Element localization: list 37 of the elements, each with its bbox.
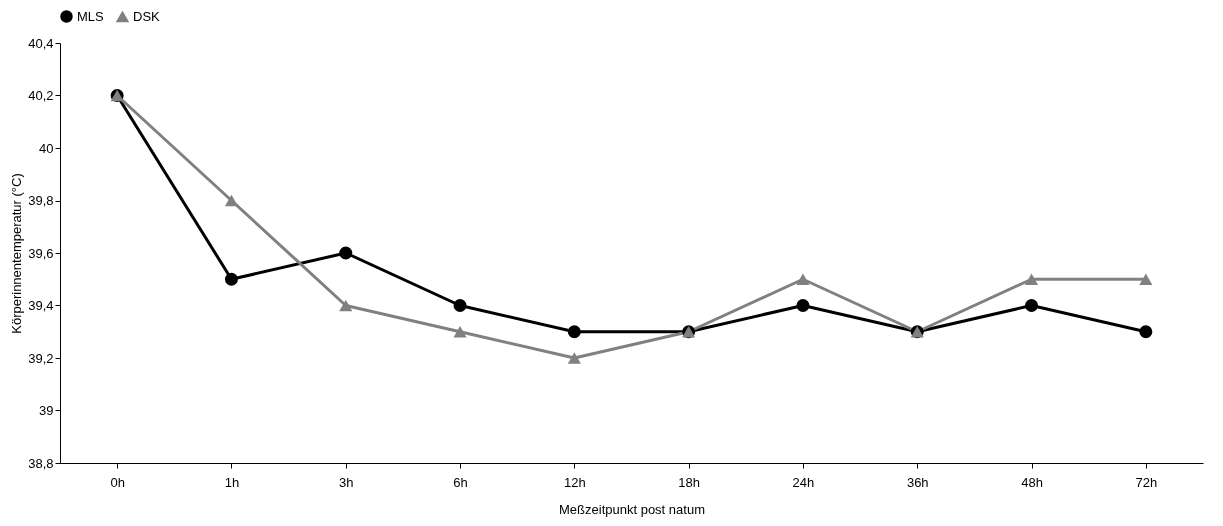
point [1025,298,1039,313]
point [567,325,581,339]
point [1025,273,1039,285]
x-tick-label: 3h [339,474,354,490]
x-tick-label: 12h [564,474,586,490]
point [339,246,353,260]
point [796,273,810,285]
x-tick-label: 1h [224,474,240,490]
point [453,326,467,338]
y-tick-label: 39,6 [28,245,54,261]
legend-label: MLS [77,8,105,24]
point [224,194,238,207]
y-tick-label: 39,4 [28,298,54,313]
point [1139,273,1153,285]
y-tick-label: 39,2 [28,350,54,366]
x-tick-label: 72h [1135,474,1158,490]
x-tick-label: 48h [1021,474,1043,490]
point [567,352,581,364]
y-tick-label: 40,4 [28,35,54,51]
y-tick-label: 40 [39,140,54,156]
x-tick-label: 36h [906,474,929,490]
point [796,298,810,313]
x-tick-label: 6h [453,474,468,490]
point [224,272,238,286]
x-tick-label: 0h [110,474,125,490]
x-tick-label: 18h [678,474,700,490]
x-axis-title: Meßzeitpunkt post natum [559,501,705,517]
point [453,298,467,313]
point [1139,325,1153,339]
y-axis-title: Körperinnentemperatur (°C) [9,173,25,334]
x-tick-label: 24h [792,474,815,490]
y-tick-label: 39,8 [28,193,54,208]
legend-label: DSK [133,8,161,24]
y-tick-label: 40,2 [28,88,54,103]
y-tick-label: 38,8 [28,455,54,471]
y-tick-label: 39 [39,403,54,418]
point [339,299,353,312]
